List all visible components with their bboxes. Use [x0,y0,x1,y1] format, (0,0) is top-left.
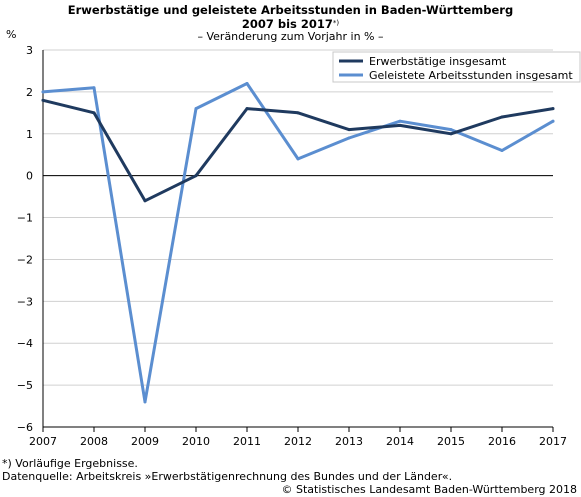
data-point [245,107,249,111]
x-tick-label: 2012 [284,435,312,448]
y-tick-label: −6 [17,421,33,434]
data-point [347,136,351,140]
data-point [41,98,45,102]
y-axis-unit: % [6,28,17,41]
data-point [92,86,96,90]
y-tick-label: −1 [17,212,33,225]
y-tick-label: 3 [26,44,33,57]
data-point [398,123,402,127]
data-point [194,107,198,111]
x-tick-label: 2010 [182,435,210,448]
x-tick-label: 2015 [437,435,465,448]
data-point [194,174,198,178]
footnote: *) Vorläufige Ergebnisse. [2,457,138,470]
chart-title-years: 2007 bis 2017*) [0,17,581,31]
data-point [347,128,351,132]
series-line-1 [41,98,555,203]
x-tick-label: 2007 [29,435,57,448]
data-point [41,90,45,94]
x-tick-label: 2017 [539,435,567,448]
data-point [551,119,555,123]
x-tick-label: 2009 [131,435,159,448]
legend-box [332,51,581,83]
legend-label: Erwerbstätige insgesamt [369,55,507,68]
data-point [500,149,504,153]
y-tick-label: −2 [17,253,33,266]
data-point [92,111,96,115]
chart-subtitle: – Veränderung zum Vorjahr in % – [197,30,384,43]
data-point [245,82,249,86]
data-point [449,132,453,136]
data-source: Datenquelle: Arbeitskreis »Erwerbstätige… [2,470,453,483]
data-point [398,119,402,123]
data-point [500,115,504,119]
data-point [449,128,453,132]
x-tick-label: 2014 [386,435,414,448]
y-tick-label: −3 [17,295,33,308]
y-tick-label: 0 [26,170,33,183]
chart-title: Erwerbstätige und geleistete Arbeitsstun… [67,3,514,17]
y-tick-label: 1 [26,128,33,141]
data-point [296,111,300,115]
y-tick-label: −4 [17,337,33,350]
data-point [551,107,555,111]
x-tick-label: 2016 [488,435,516,448]
legend-label: Geleistete Arbeitsstunden insgesamt [369,69,573,82]
copyright: © Statistisches Landesamt Baden-Württemb… [281,483,577,496]
series-line-2 [41,82,555,404]
x-tick-label: 2011 [233,435,261,448]
data-point [296,157,300,161]
x-tick-label: 2013 [335,435,363,448]
y-tick-label: 2 [26,86,33,99]
data-point [143,199,147,203]
chart-title-years-text: 2007 bis 2017 [241,17,333,31]
x-tick-label: 2008 [80,435,108,448]
data-point [143,400,147,404]
footnote-mark: *) [332,19,340,27]
y-tick-label: −5 [17,379,33,392]
